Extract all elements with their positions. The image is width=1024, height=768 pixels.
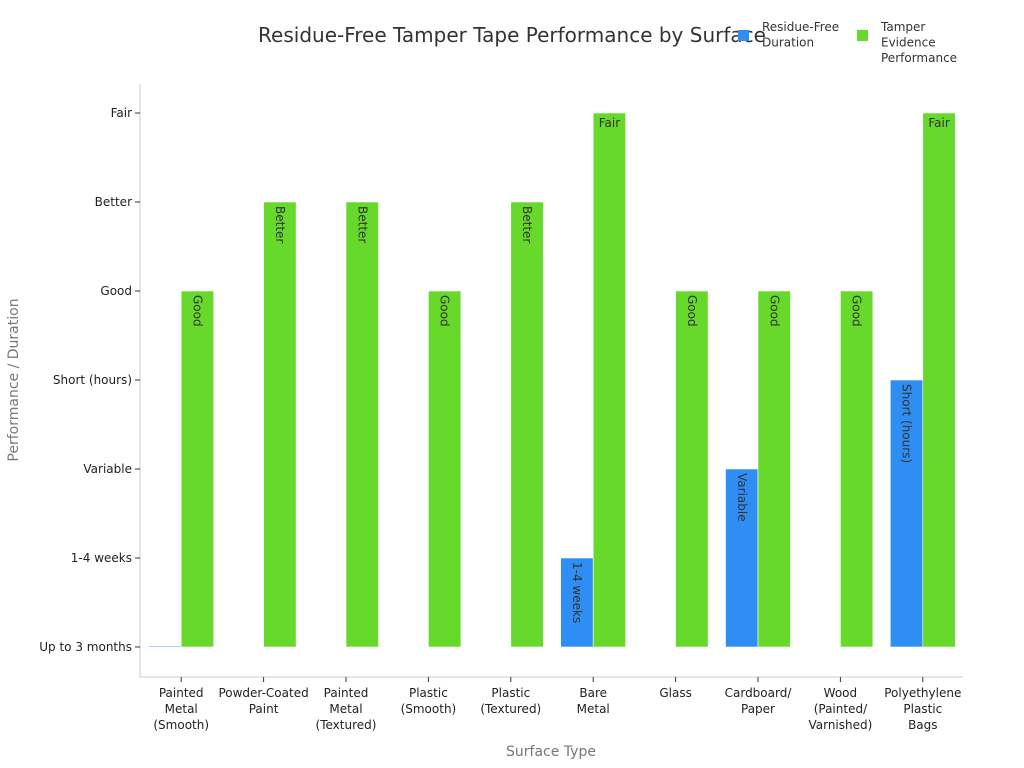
x-tick-label: Plastic (Smooth) bbox=[401, 686, 457, 716]
legend: Residue-Free Duration Tamper Evidence Perfor… bbox=[738, 20, 957, 65]
bar bbox=[180, 290, 214, 648]
bar bbox=[757, 290, 791, 648]
bar-value-label: Short (hours) bbox=[900, 384, 914, 463]
y-axis-title: Performance / Duration bbox=[6, 298, 22, 461]
bars: Good Better Better Good Better 1-4 weeks Fair G… bbox=[148, 112, 956, 648]
x-tick-label: Polyethylene Plastic Bags bbox=[884, 686, 961, 732]
y-tick-label: Variable bbox=[83, 462, 132, 476]
legend-label: Tamper Evidence Performance bbox=[880, 20, 957, 65]
x-tick-label: Wood (Painted/Varnished) bbox=[808, 686, 872, 732]
y-tick-label: Up to 3 months bbox=[39, 640, 132, 654]
bar-value-label: Better bbox=[355, 206, 369, 243]
x-axis: Painted Metal (Smooth) Powder-Coated Paint Pa… bbox=[153, 677, 961, 732]
y-tick-label: Good bbox=[100, 284, 132, 298]
chart-title: Residue-Free Tamper Tape Performance by … bbox=[258, 23, 766, 47]
y-tick-label: Fair bbox=[111, 106, 132, 120]
x-tick-label: Plastic (Textured) bbox=[480, 686, 541, 716]
x-tick-label: Painted Metal (Textured) bbox=[316, 686, 377, 732]
x-tick-label: Painted Metal (Smooth) bbox=[153, 686, 209, 732]
bar-value-label: 1-4 weeks bbox=[570, 562, 584, 623]
y-tick-label: Short (hours) bbox=[53, 373, 132, 387]
bar-value-label: Variable bbox=[735, 473, 749, 522]
bar bbox=[428, 290, 462, 648]
bar bbox=[345, 201, 379, 648]
x-axis-title: Surface Type bbox=[506, 744, 596, 760]
y-tick-label: Better bbox=[95, 195, 132, 209]
bar-value-label: Good bbox=[850, 295, 864, 327]
bar bbox=[840, 290, 874, 648]
bar bbox=[889, 379, 924, 648]
bar-value-label: Good bbox=[190, 295, 204, 327]
y-axis: Up to 3 months 1-4 weeks Variable Short (ho… bbox=[39, 106, 140, 654]
bar-value-label: Good bbox=[685, 295, 699, 327]
bar bbox=[510, 201, 544, 648]
legend-swatch bbox=[857, 30, 868, 41]
bar bbox=[922, 112, 956, 648]
bar-value-label: Good bbox=[438, 295, 452, 327]
bar-value-label: Better bbox=[273, 206, 287, 243]
x-tick-label: Bare Metal bbox=[577, 686, 610, 716]
bar-value-label: Fair bbox=[599, 116, 620, 130]
bar bbox=[263, 201, 297, 648]
bar bbox=[592, 112, 627, 648]
x-tick-label: Cardboard/Paper bbox=[725, 686, 793, 716]
x-tick-label: Glass bbox=[659, 686, 692, 700]
x-tick-label: Powder-Coated Paint bbox=[218, 686, 308, 716]
bar bbox=[148, 645, 182, 648]
bar bbox=[675, 290, 709, 648]
legend-label: Residue-Free Duration bbox=[762, 20, 839, 50]
bar-value-label: Better bbox=[520, 206, 534, 243]
bar-value-label: Good bbox=[767, 295, 781, 327]
y-tick-label: 1-4 weeks bbox=[71, 551, 132, 565]
bar bbox=[725, 468, 759, 648]
bar-value-label: Fair bbox=[928, 116, 949, 130]
legend-swatch bbox=[738, 30, 749, 41]
